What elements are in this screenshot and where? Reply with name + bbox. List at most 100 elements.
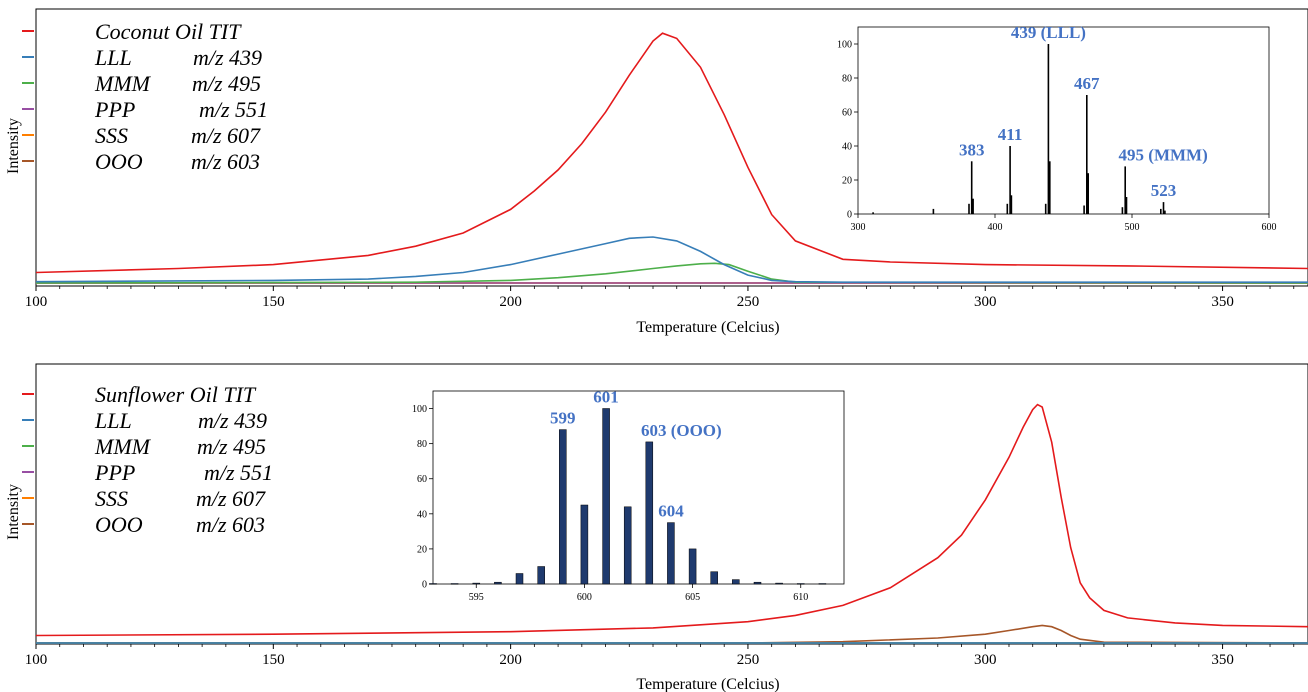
inset-x-tick-label: 605 [685, 592, 700, 603]
inset-y-tick-label: 20 [842, 176, 852, 187]
inset-bar [710, 571, 718, 585]
legend-name: MMM [94, 71, 152, 96]
inset-peak-label: 439 (LLL) [1011, 23, 1086, 42]
legend-mz: m/z 551 [199, 97, 268, 122]
x-tick-label: 350 [1211, 652, 1234, 668]
legend-mz: m/z 439 [198, 408, 267, 433]
inset-peak-label: 495 (MMM) [1119, 145, 1208, 164]
legend-name: PPP [94, 460, 135, 485]
inset-peak-label: 601 [593, 388, 619, 407]
x-tick-label: 250 [737, 294, 760, 310]
inset-x-tick-label: 400 [988, 222, 1003, 233]
legend-mz: m/z 495 [192, 71, 261, 96]
inset-bar [972, 198, 974, 214]
inset-bar [1160, 208, 1162, 214]
legend-name: MMM [94, 434, 152, 459]
inset-frame [857, 26, 1270, 215]
legend-mz: m/z 607 [191, 123, 261, 148]
inset-x-tick-label: 595 [469, 592, 484, 603]
inset-bar [623, 506, 632, 585]
inset-bar [515, 573, 524, 585]
inset-peak-label: 603 (OOO) [641, 421, 722, 440]
inset-bar [1009, 146, 1011, 214]
y-axis-label: Intensity [5, 484, 22, 540]
inset-peak-label: 411 [998, 125, 1023, 144]
legend-mz: m/z 603 [191, 149, 260, 174]
x-tick-label: 300 [974, 294, 997, 310]
inset-x-tick-label: 600 [577, 592, 592, 603]
inset-y-tick-label: 80 [842, 74, 852, 85]
inset-bar [559, 429, 567, 585]
legend-name: SSS [95, 486, 128, 511]
inset-bar [872, 212, 874, 214]
series-line-tit [35, 403, 1308, 637]
inset-bar [645, 441, 654, 585]
inset-bar [1087, 173, 1089, 214]
legend-name: OOO [95, 149, 143, 174]
legend-name: OOO [95, 512, 143, 537]
legend-mz: m/z 603 [196, 512, 265, 537]
legend-mz: m/z 607 [196, 486, 266, 511]
inset-y-tick-label: 100 [837, 40, 852, 51]
inset-peak-label: 604 [658, 502, 684, 521]
inset-bar [580, 504, 589, 585]
inset-bar [450, 583, 459, 585]
x-tick-label: 250 [737, 652, 760, 668]
legend-name: Sunflower Oil TIT [95, 382, 257, 407]
inset-spectrum: 0 20 40 60 80 100 300 400 500 600 383 411 439 (LLL) 4… [837, 23, 1277, 233]
x-axis-label: Temperature (Celcius) [636, 676, 779, 692]
inset-peak-label: 599 [550, 409, 576, 428]
inset-bar [472, 582, 481, 585]
inset-x-tick-label: 600 [1262, 222, 1277, 233]
legend-name: LLL [94, 45, 132, 70]
inset-y-tick-label: 60 [417, 474, 427, 485]
inset-bar [970, 161, 973, 214]
inset-bar [775, 582, 783, 585]
inset-bar [667, 522, 675, 585]
inset-bar [429, 583, 437, 585]
x-tick-label: 150 [262, 294, 285, 310]
legend-name: Coconut Oil TIT [95, 19, 242, 44]
series-line-ooo [36, 624, 1308, 644]
x-tick-label: 300 [974, 652, 997, 668]
x-tick-label: 150 [262, 652, 285, 668]
y-axis-label: Intensity [5, 118, 22, 174]
series-line-mmm [35, 262, 1308, 284]
inset-bar [1049, 161, 1051, 214]
series-line-lll [35, 236, 1308, 284]
inset-y-tick-label: 100 [412, 404, 427, 415]
legend-mz: m/z 495 [197, 434, 266, 459]
inset-peak-label: 383 [959, 140, 985, 159]
inset-x-tick-label: 610 [793, 592, 808, 603]
inset-frame [432, 390, 845, 585]
inset-bar [688, 548, 697, 585]
x-tick-label: 350 [1211, 294, 1234, 310]
inset-bar [602, 408, 610, 585]
legend-mz: m/z 439 [193, 45, 262, 70]
inset-bar [537, 566, 545, 585]
inset-bar [1121, 207, 1124, 214]
x-tick-label: 100 [25, 294, 48, 310]
inset-y-tick-label: 20 [417, 544, 427, 555]
inset-y-tick-label: 40 [842, 142, 852, 153]
inset-bar [1047, 44, 1050, 214]
inset-bar [818, 583, 827, 585]
series-line-tit [35, 32, 1308, 274]
inset-y-tick-label: 60 [842, 108, 852, 119]
inset-x-tick-label: 500 [1125, 222, 1140, 233]
inset-bar [1083, 205, 1085, 214]
inset-bar [732, 579, 740, 585]
inset-bar [796, 583, 805, 585]
inset-bar [494, 581, 502, 585]
inset-peak-label: 467 [1074, 74, 1100, 93]
inset-bar [1044, 203, 1047, 214]
x-tick-label: 100 [25, 652, 48, 668]
inset-bar [753, 581, 762, 585]
inset-bar [968, 203, 970, 214]
inset-y-tick-label: 80 [417, 439, 427, 450]
inset-bar [1124, 166, 1126, 214]
inset-bar [1086, 95, 1088, 214]
